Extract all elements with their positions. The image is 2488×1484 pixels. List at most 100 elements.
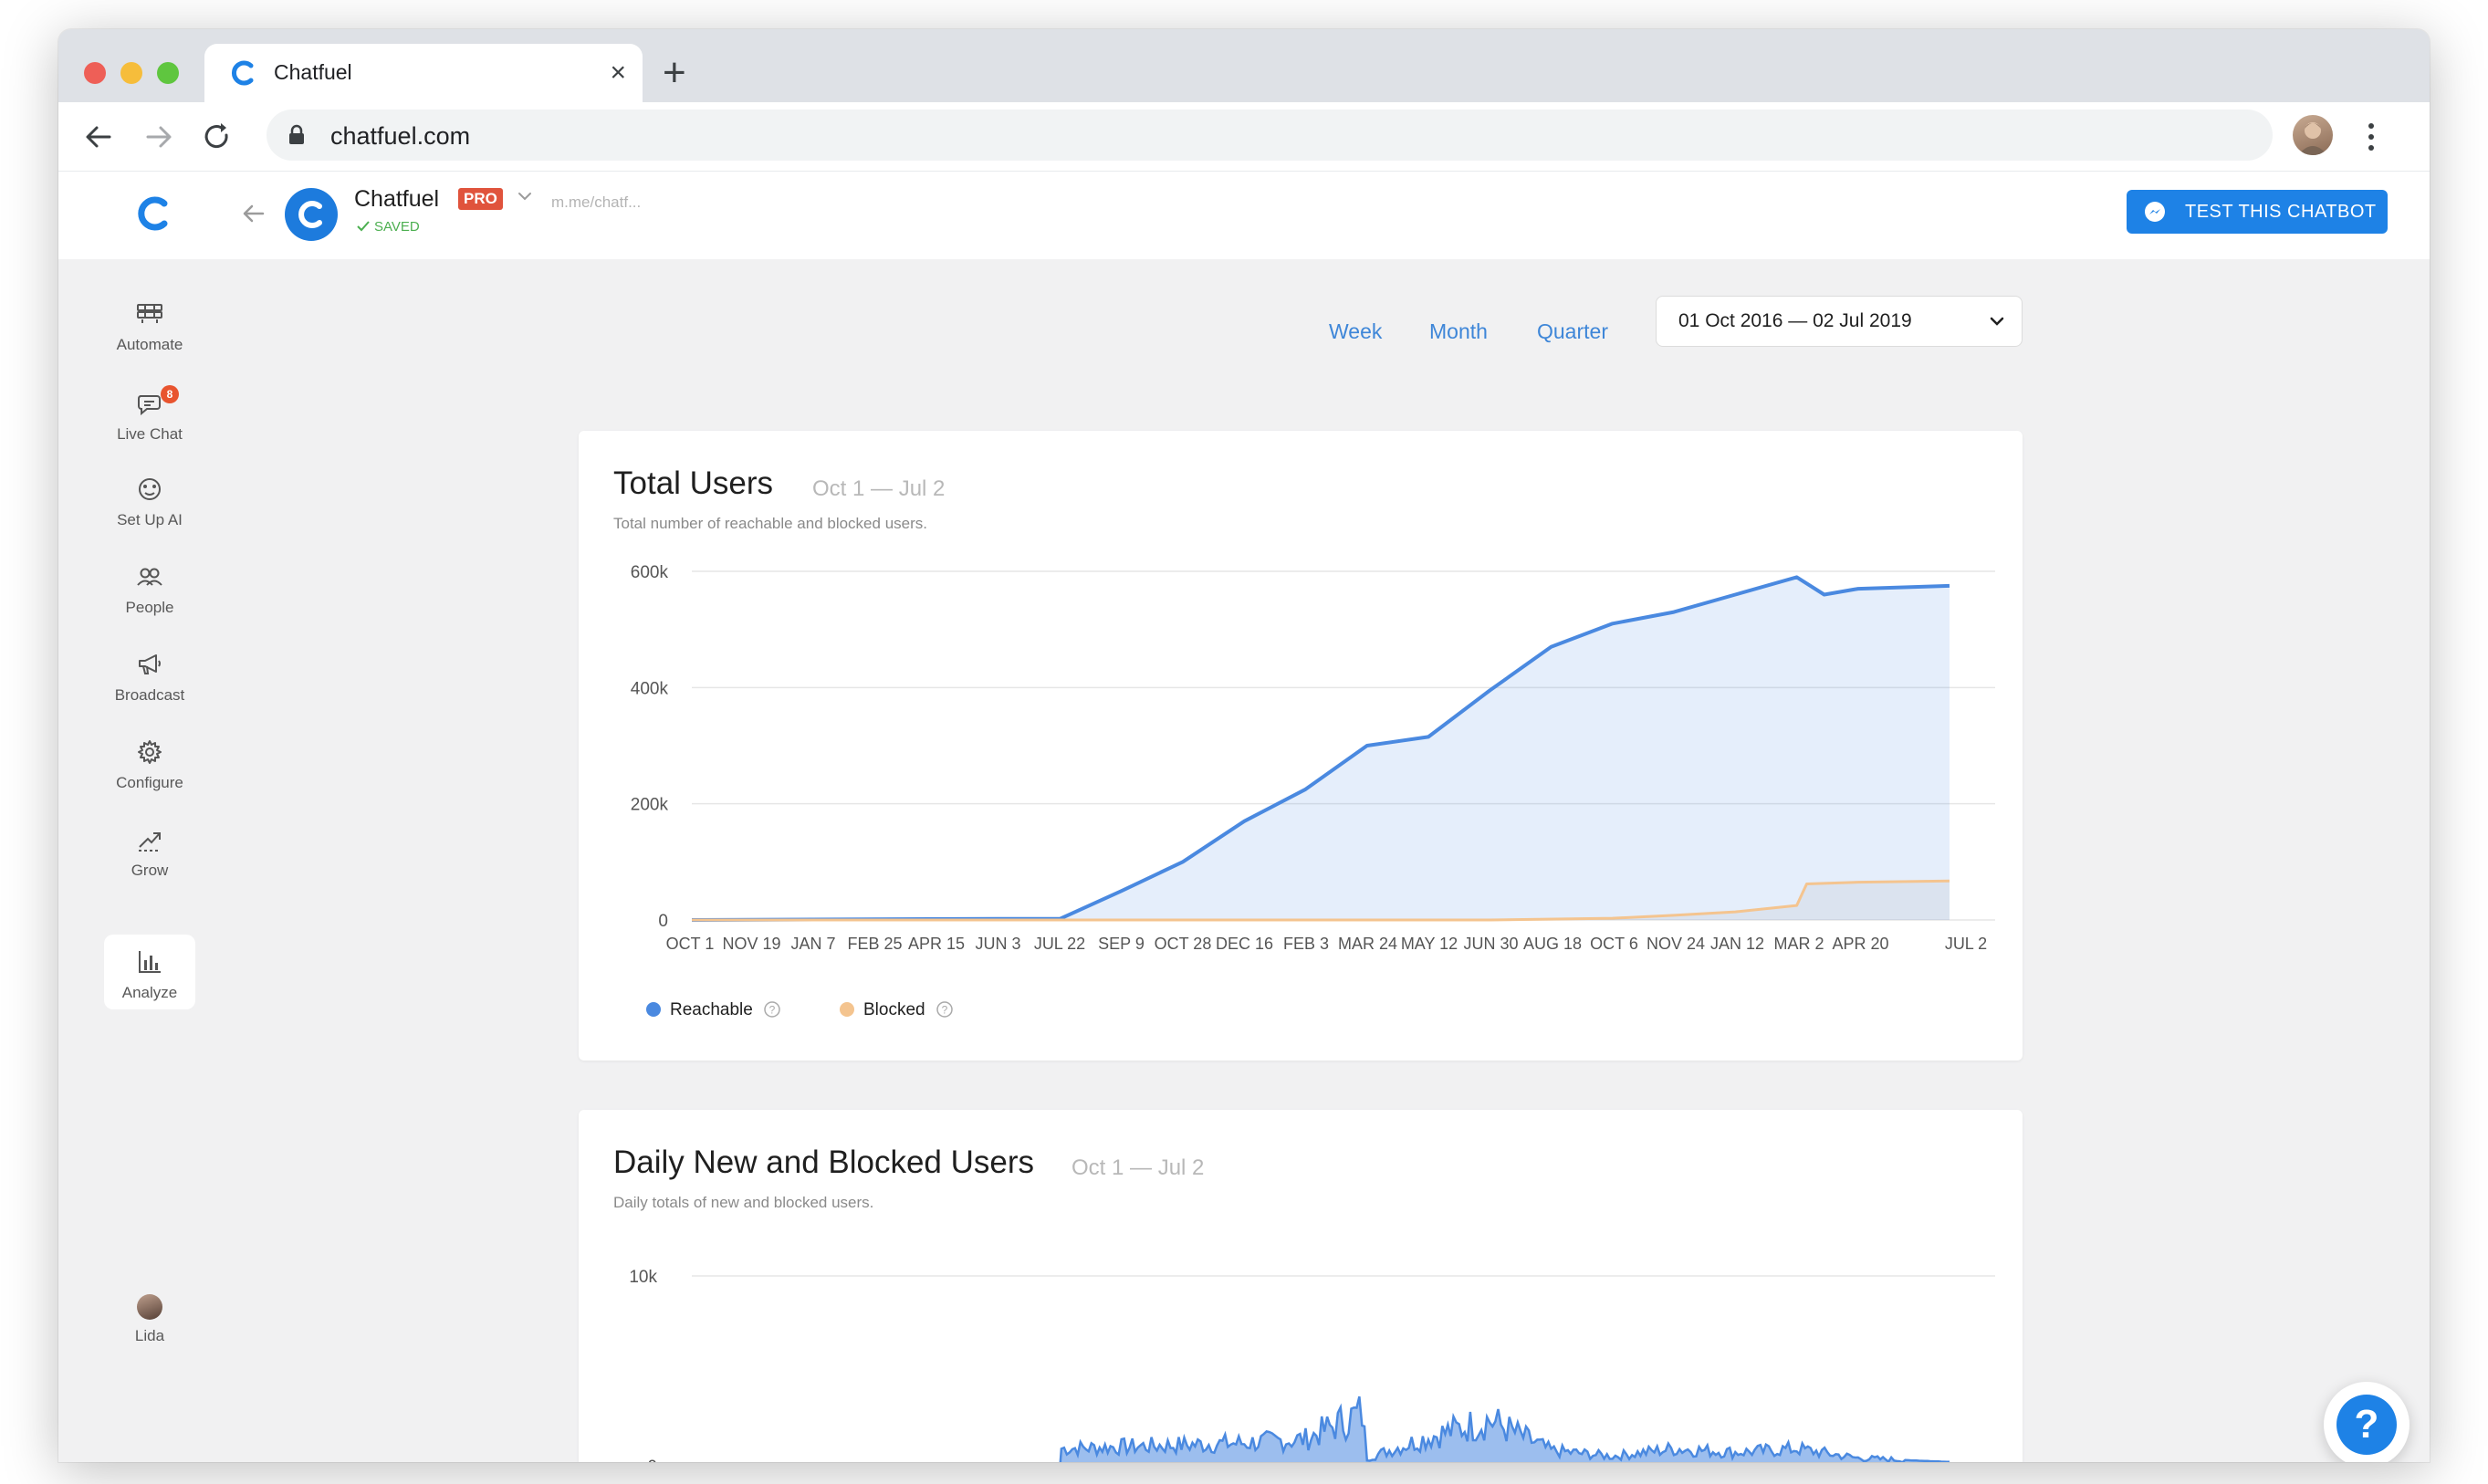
sidebar-label-grow: Grow <box>131 862 169 879</box>
period-week-link[interactable]: Week <box>1329 319 1383 343</box>
x-tick-label: FEB 25 <box>847 935 902 953</box>
info-icon[interactable]: ? <box>936 1000 954 1019</box>
total-users-range: Oct 1 — Jul 2 <box>812 476 946 501</box>
ai-icon <box>139 478 161 500</box>
daily-users-card: Daily New and Blocked Users Oct 1 — Jul … <box>579 1110 2023 1462</box>
close-window-button[interactable] <box>84 62 106 84</box>
sidebar-label-analyze: Analyze <box>121 984 178 1001</box>
sidebar-item-people[interactable]: People <box>104 549 195 624</box>
sidebar-item-grow[interactable]: Grow <box>104 812 195 887</box>
series-area-reachable <box>692 577 1950 920</box>
sidebar-label-broadcast: Broadcast <box>114 686 185 704</box>
date-range-value: 01 Oct 2016 — 02 Jul 2019 <box>1678 310 1912 331</box>
blocked-dot <box>840 1002 854 1017</box>
maximize-window-button[interactable] <box>157 62 179 84</box>
sidebar-item-analyze[interactable]: Analyze <box>104 935 195 1009</box>
browser-tab[interactable]: Chatfuel × <box>204 44 643 102</box>
new-tab-button[interactable]: + <box>663 50 686 95</box>
x-tick-label: MAY 12 <box>1401 935 1458 953</box>
total-users-title: Total Users <box>613 465 774 501</box>
svg-text:?: ? <box>942 1004 948 1017</box>
profile-photo-icon <box>2298 122 2327 155</box>
chevron-down-icon[interactable] <box>515 186 535 206</box>
x-tick-label: MAR 2 <box>1773 935 1824 953</box>
x-tick-label: JAN 12 <box>1710 935 1764 953</box>
x-tick-label: AUG 18 <box>1523 935 1582 953</box>
browser-toolbar: chatfuel.com <box>58 102 2430 172</box>
browser-menu-icon[interactable] <box>2362 119 2380 155</box>
y-tick-label: 400k <box>631 679 669 698</box>
app-root: Chatfuel PRO SAVED m.me/chatf... TEST TH… <box>58 172 2430 1462</box>
legend-reachable[interactable]: Reachable ? <box>646 1000 781 1020</box>
sidebar: Automate 8 Live Chat Set Up AI <box>58 259 237 1462</box>
close-tab-icon[interactable]: × <box>610 57 626 88</box>
sidebar-item-broadcast[interactable]: Broadcast <box>104 637 195 712</box>
url-text: chatfuel.com <box>330 122 471 150</box>
legend-reachable-label: Reachable <box>670 1000 753 1019</box>
x-tick-label: APR 15 <box>908 935 965 953</box>
chatfuel-favicon-icon <box>232 60 254 86</box>
unread-count-badge: 8 <box>161 385 179 403</box>
x-tick-label: DEC 16 <box>1216 935 1273 953</box>
x-tick-label: JUL 2 <box>1945 935 1987 953</box>
legend-blocked[interactable]: Blocked ? <box>840 1000 954 1020</box>
saved-status: SAVED <box>356 219 420 235</box>
bot-avatar[interactable] <box>285 188 338 241</box>
messenger-icon <box>2145 202 2165 222</box>
saved-label: SAVED <box>374 219 420 235</box>
y-tick-label: 0 <box>658 912 668 931</box>
gear-icon <box>138 740 162 764</box>
back-arrow-icon[interactable] <box>237 197 270 230</box>
sidebar-item-automate[interactable]: Automate <box>104 287 195 361</box>
messenger-link[interactable]: m.me/chatf... <box>551 193 642 211</box>
daily-users-subtitle: Daily totals of new and blocked users. <box>613 1194 874 1211</box>
x-tick-label: OCT 6 <box>1590 935 1638 953</box>
daily-users-chart: 10k 0 <box>629 1268 1995 1462</box>
info-icon[interactable]: ? <box>763 1000 781 1019</box>
sidebar-item-live-chat[interactable]: 8 Live Chat <box>104 376 195 451</box>
test-chatbot-button[interactable]: TEST THIS CHATBOT <box>2127 190 2388 234</box>
user-avatar[interactable] <box>137 1294 162 1320</box>
series-area-new <box>1060 1396 1950 1462</box>
y-tick-label: 0 <box>647 1458 657 1462</box>
app-header: Chatfuel PRO SAVED m.me/chatf... TEST TH… <box>58 172 2430 259</box>
period-month-link[interactable]: Month <box>1429 319 1488 343</box>
bot-name[interactable]: Chatfuel <box>354 186 440 212</box>
series-line-reachable <box>691 575 1950 922</box>
x-tick-label: JUN 30 <box>1463 935 1518 953</box>
broadcast-icon <box>139 654 161 674</box>
sidebar-item-set-up-ai[interactable]: Set Up AI <box>104 462 195 537</box>
x-tick-label: OCT 1 <box>666 935 715 953</box>
x-tick-label: OCT 28 <box>1155 935 1212 953</box>
y-tick-label: 200k <box>631 796 669 815</box>
live-chat-icon <box>138 395 161 416</box>
date-range-select[interactable]: 01 Oct 2016 — 02 Jul 2019 <box>1656 296 2023 347</box>
profile-avatar[interactable] <box>2293 115 2333 155</box>
chatfuel-logo-icon[interactable] <box>128 188 179 239</box>
lock-icon <box>289 124 304 144</box>
back-icon[interactable] <box>77 115 120 159</box>
daily-users-title: Daily New and Blocked Users <box>613 1144 1035 1180</box>
automate-icon <box>137 304 162 323</box>
sidebar-label-configure: Configure <box>116 774 183 791</box>
period-quarter-link[interactable]: Quarter <box>1537 319 1608 343</box>
daily-users-range: Oct 1 — Jul 2 <box>1072 1155 1205 1180</box>
tab-strip: Chatfuel × + <box>58 29 2430 102</box>
forward-icon[interactable] <box>137 115 181 159</box>
grow-icon <box>139 832 161 852</box>
legend-blocked-label: Blocked <box>863 1000 925 1019</box>
x-tick-label: NOV 24 <box>1646 935 1705 953</box>
chevron-down-icon <box>1990 317 2004 326</box>
sidebar-label-people: People <box>125 599 174 616</box>
sidebar-item-configure[interactable]: Configure <box>104 725 195 799</box>
series-line-new <box>1059 1395 1950 1462</box>
browser-window: Chatfuel × + chatfuel.com <box>58 29 2430 1462</box>
sidebar-label-automate: Automate <box>116 336 183 353</box>
help-button[interactable]: ? <box>2324 1382 2410 1462</box>
x-tick-label: APR 20 <box>1832 935 1888 953</box>
analyze-icon <box>139 951 161 973</box>
tab-title: Chatfuel <box>274 60 352 84</box>
address-bar[interactable]: chatfuel.com <box>267 110 2273 161</box>
reload-icon[interactable] <box>195 115 239 159</box>
minimize-window-button[interactable] <box>120 62 142 84</box>
